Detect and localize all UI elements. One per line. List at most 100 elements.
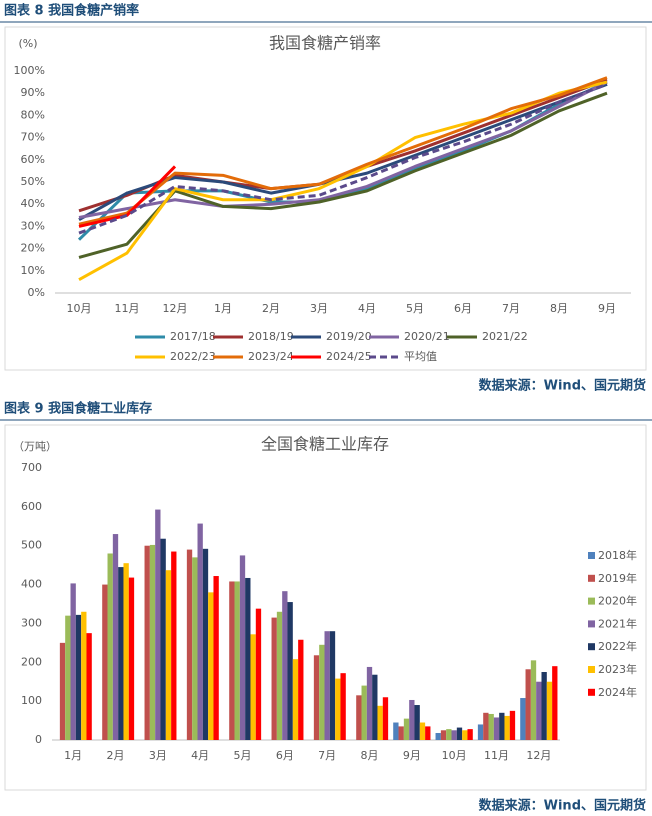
bar (245, 577, 251, 740)
legend-label: 2019/20 (326, 330, 372, 343)
x-tick-label: 3月 (310, 302, 328, 315)
bar (160, 538, 166, 740)
bar (255, 608, 262, 740)
bar (329, 631, 336, 740)
bar (414, 705, 420, 740)
bar (197, 523, 203, 740)
x-tick-label: 9月 (598, 302, 616, 315)
x-tick-label: 5月 (234, 749, 252, 762)
bar (456, 727, 463, 740)
legend-label: 平均值 (404, 350, 437, 363)
legend-label: 2020年 (598, 594, 637, 608)
line-series (78, 82, 608, 235)
source: 数据来源：Wind、国元期货 (479, 798, 646, 814)
bar (536, 681, 542, 740)
y-tick-label: 60% (21, 153, 45, 166)
bar (477, 724, 484, 740)
x-tick-label: 10月 (67, 302, 92, 315)
y-tick-label: 600 (21, 500, 42, 513)
bar (192, 557, 198, 740)
caption: 图表 9 我国食糖工业库存 (4, 401, 152, 417)
legend-label: 2023/24 (248, 350, 294, 363)
bar (298, 639, 304, 740)
bar (149, 544, 156, 740)
x-tick-label: 8月 (361, 749, 379, 762)
bar (276, 611, 283, 740)
chart-title: 我国食糖产销率 (269, 34, 381, 53)
x-tick-label: 7月 (318, 749, 336, 762)
bar (377, 705, 383, 740)
chart-title: 全国食糖工业库存 (261, 435, 389, 454)
y-tick-label: 40% (21, 197, 45, 210)
bar (107, 553, 113, 740)
bar (118, 567, 124, 740)
bar (59, 642, 66, 740)
bar (546, 681, 553, 740)
bar (356, 695, 362, 740)
bar (250, 634, 256, 740)
bar (340, 673, 346, 740)
legend-swatch (588, 643, 595, 651)
y-tick-label: 70% (21, 131, 45, 144)
bar (382, 697, 389, 740)
line-series (78, 165, 177, 228)
x-tick-label: 12月 (526, 749, 551, 762)
x-tick-label: 4月 (358, 302, 376, 315)
bar (419, 722, 426, 740)
chart-frame (4, 424, 647, 791)
bar (313, 655, 320, 740)
bar (440, 730, 447, 740)
legend-label: 2017/18 (170, 330, 216, 343)
bar (409, 699, 415, 740)
bar (123, 563, 129, 740)
chart-frame (4, 26, 647, 371)
bar (435, 733, 441, 740)
legend-swatch (588, 574, 595, 582)
x-tick-label: 9月 (403, 749, 421, 762)
bar (372, 674, 378, 740)
legend-label: 2024/25 (326, 350, 372, 363)
bar (499, 712, 505, 740)
legend-label: 2022年 (598, 639, 637, 653)
y-tick-label: 200 (21, 655, 42, 668)
bar (234, 581, 240, 740)
bar (282, 591, 288, 740)
y-tick-label: 700 (21, 461, 42, 474)
legend-label: 2021年 (598, 616, 637, 630)
y-tick-label: 50% (21, 175, 45, 188)
bar (552, 666, 558, 740)
legend-swatch (588, 688, 595, 696)
x-tick-label: 6月 (276, 749, 294, 762)
bar (366, 666, 373, 740)
legend-label: 2018/19 (248, 330, 294, 343)
y-tick-label: 400 (21, 578, 42, 591)
caption: 图表 8 我国食糖产销率 (4, 3, 139, 19)
x-tick-label: 11月 (484, 749, 509, 762)
bar (213, 576, 219, 740)
bar (75, 614, 82, 740)
legend-swatch (588, 620, 595, 628)
bar (229, 581, 235, 740)
x-tick-label: 2月 (262, 302, 280, 315)
bar (155, 509, 161, 740)
y-tick-label: 500 (21, 539, 42, 552)
bar (398, 726, 404, 740)
bar (520, 698, 526, 740)
bar (128, 577, 135, 740)
y-axis-label: (%) (18, 37, 37, 50)
legend-label: 2021/22 (482, 330, 528, 343)
x-tick-label: 6月 (454, 302, 472, 315)
bar (112, 534, 119, 740)
legend-label: 2022/23 (170, 350, 216, 363)
bar (493, 717, 500, 740)
bar (483, 712, 489, 740)
bar (467, 729, 473, 740)
y-tick-label: 90% (21, 86, 45, 99)
bar (292, 659, 299, 740)
bar (171, 551, 177, 740)
bar (504, 715, 510, 740)
y-tick-label: 30% (21, 219, 45, 232)
legend-label: 2019年 (598, 571, 637, 585)
bar (451, 730, 457, 740)
